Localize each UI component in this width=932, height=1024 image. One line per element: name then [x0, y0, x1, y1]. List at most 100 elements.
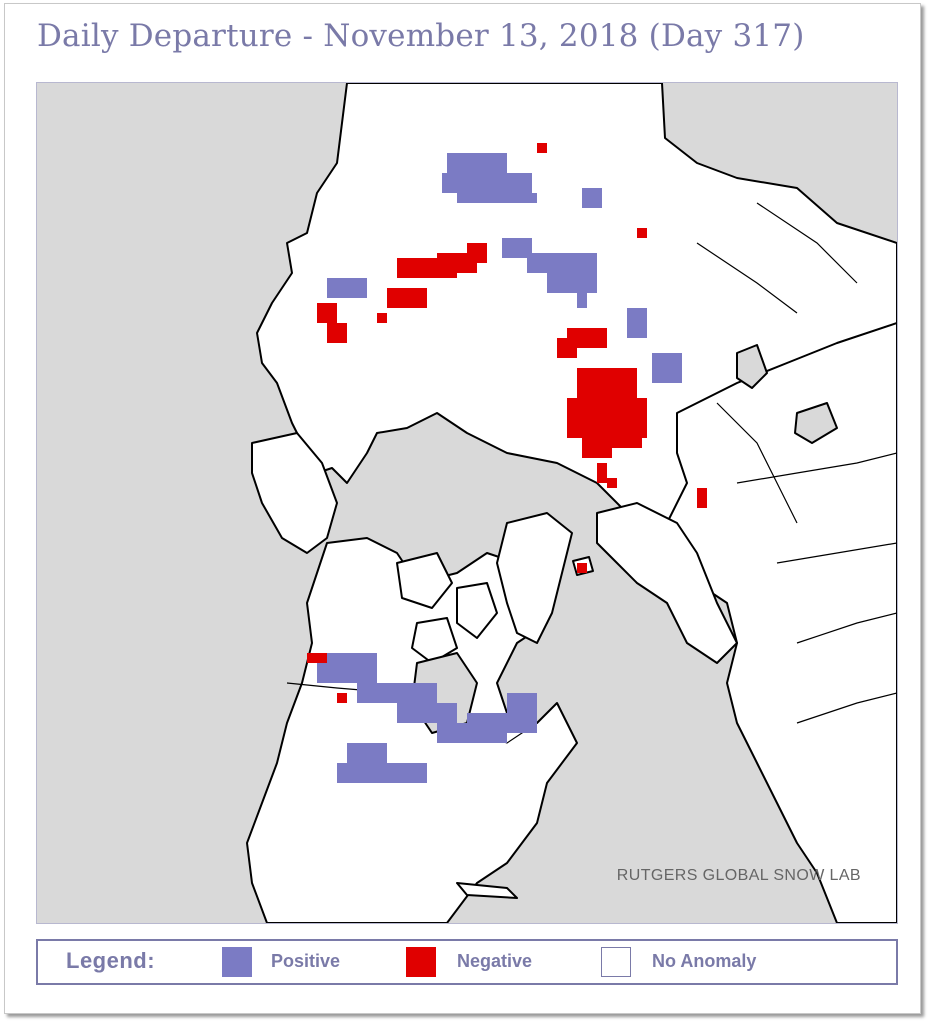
anomaly-cell — [577, 263, 587, 273]
anomaly-cell — [557, 283, 567, 293]
anomaly-cell — [527, 263, 537, 273]
anomaly-cell — [467, 713, 477, 723]
anomaly-cell — [597, 378, 607, 388]
anomaly-cell — [427, 693, 437, 703]
anomaly-cell — [347, 763, 357, 773]
anomaly-cell — [417, 763, 427, 773]
anomaly-cell — [527, 723, 537, 733]
anomaly-cell — [587, 408, 597, 418]
anomaly-cell — [597, 388, 607, 398]
anomaly-cell — [512, 173, 522, 183]
anomaly-cell — [557, 338, 567, 348]
anomaly-cell — [577, 253, 587, 263]
anomaly-cell — [662, 363, 672, 373]
anomaly-cell — [387, 298, 397, 308]
anomaly-cell — [307, 653, 317, 663]
anomaly-cell — [547, 283, 557, 293]
anomaly-cell — [327, 333, 337, 343]
anomaly-cell — [597, 368, 607, 378]
anomaly-cell — [477, 733, 487, 743]
anomaly-cell — [457, 163, 467, 173]
anomaly-cell — [582, 198, 592, 208]
anomaly-cell — [447, 153, 457, 163]
anomaly-cell — [367, 653, 377, 663]
snow-departure-map: RUTGERS GLOBAL SNOW LAB — [36, 82, 898, 924]
anomaly-cell — [612, 428, 622, 438]
anomaly-cell — [507, 713, 517, 723]
anomaly-cell — [587, 428, 597, 438]
anomaly-cell — [597, 338, 607, 348]
anomaly-cell — [497, 733, 507, 743]
anomaly-cell — [587, 368, 597, 378]
anomaly-cell — [457, 263, 467, 273]
anomaly-cell — [327, 313, 337, 323]
anomaly-cell — [577, 338, 587, 348]
anomaly-cell — [617, 398, 627, 408]
anomaly-cell — [377, 743, 387, 753]
anomaly-cell — [337, 693, 347, 703]
anomaly-cell — [497, 153, 507, 163]
anomaly-cell — [407, 268, 417, 278]
anomaly-cell — [577, 388, 587, 398]
anomaly-cell — [497, 163, 507, 173]
anomaly-cell — [557, 253, 567, 263]
anomaly-cell — [447, 723, 457, 733]
anomaly-cell — [527, 253, 537, 263]
anomaly-cell — [407, 683, 417, 693]
anomaly-cell — [597, 408, 607, 418]
anomaly-cell — [612, 438, 622, 448]
anomaly-cell — [427, 703, 437, 713]
anomaly-cell — [607, 378, 617, 388]
anomaly-cell — [592, 438, 602, 448]
anomaly-cell — [477, 163, 487, 173]
anomaly-cell — [477, 193, 487, 203]
page-title: Daily Departure - November 13, 2018 (Day… — [37, 18, 805, 54]
anomaly-cell — [577, 408, 587, 418]
anomaly-cell — [487, 193, 497, 203]
anomaly-cell — [622, 438, 632, 448]
anomaly-cell — [652, 363, 662, 373]
landmass-scandinavia — [596, 502, 738, 664]
anomaly-cell — [387, 693, 397, 703]
anomaly-cell — [407, 713, 417, 723]
positive-anomaly-cells — [317, 153, 682, 783]
anomaly-cell — [327, 673, 337, 683]
legend-swatch-positive — [222, 947, 252, 977]
anomaly-cell — [397, 763, 407, 773]
anomaly-cell — [347, 743, 357, 753]
anomaly-cell — [597, 473, 607, 483]
anomaly-cell — [377, 763, 387, 773]
anomaly-cell — [592, 188, 602, 198]
anomaly-cell — [627, 318, 637, 328]
anomaly-cell — [467, 263, 477, 273]
anomaly-cell — [487, 713, 497, 723]
anomaly-cell — [437, 733, 447, 743]
anomaly-cell — [482, 173, 492, 183]
anomaly-cell — [637, 318, 647, 328]
anomaly-cell — [607, 478, 617, 488]
anomaly-cell — [472, 183, 482, 193]
anomaly-cell — [457, 723, 467, 733]
anomaly-cell — [512, 248, 522, 258]
anomaly-cell — [637, 308, 647, 318]
anomaly-cell — [512, 238, 522, 248]
anomaly-cell — [417, 773, 427, 783]
anomaly-cell — [357, 683, 367, 693]
anomaly-cell — [477, 243, 487, 253]
anomaly-cell — [467, 163, 477, 173]
border-asia-1 — [696, 242, 798, 314]
anomaly-cell — [407, 298, 417, 308]
anomaly-cell — [337, 773, 347, 783]
anomaly-cell — [607, 368, 617, 378]
anomaly-cell — [367, 753, 377, 763]
anomaly-cell — [447, 733, 457, 743]
anomaly-cell — [587, 253, 597, 263]
anomaly-cell — [662, 353, 672, 363]
anomaly-cell — [557, 263, 567, 273]
anomaly-cell — [537, 263, 547, 273]
anomaly-cell — [467, 243, 477, 253]
anomaly-cell — [357, 763, 367, 773]
anomaly-cell — [477, 713, 487, 723]
anomaly-cell — [427, 258, 437, 268]
anomaly-cell — [697, 498, 707, 508]
